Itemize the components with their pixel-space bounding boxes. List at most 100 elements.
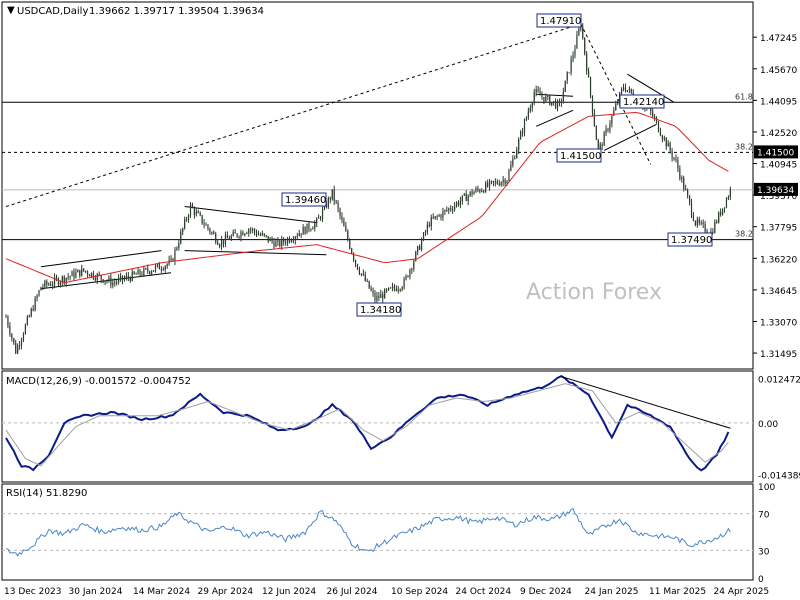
candle-body <box>191 204 194 208</box>
candle-body <box>145 268 147 270</box>
candle-body <box>172 258 174 261</box>
candle-body <box>490 180 493 182</box>
candle-body <box>413 260 415 269</box>
price-callout-label: 1.47910 <box>540 16 581 27</box>
candle-body <box>205 224 207 226</box>
candle-body <box>483 190 485 193</box>
price-axis-label: 1.33070 <box>760 318 797 328</box>
rsi-axis-label: 30 <box>758 547 770 557</box>
moving-average-layer <box>5 111 729 284</box>
candle-body <box>59 282 61 285</box>
candle-body <box>580 27 582 30</box>
candle-body <box>50 284 52 286</box>
candle-body <box>201 215 203 224</box>
macd-layer <box>2 375 753 472</box>
candle-body <box>527 111 529 118</box>
price-axis-label: 1.37795 <box>760 224 797 234</box>
candle-body <box>110 277 112 286</box>
candle-body <box>440 215 442 218</box>
candle-body <box>514 158 516 160</box>
time-axis-label: 13 Dec 2023 <box>4 587 62 597</box>
moving-average-line <box>5 111 729 284</box>
candle-body <box>611 115 613 125</box>
candle-body <box>123 278 126 280</box>
time-axis-label: 26 Jul 2024 <box>327 587 378 597</box>
candle-body <box>654 116 656 119</box>
price-axis-label: 1.31495 <box>760 350 797 360</box>
candle-body <box>195 211 197 215</box>
price-callout-box <box>556 148 602 163</box>
candle-body <box>209 228 211 233</box>
candle-body <box>257 234 260 236</box>
candle-body <box>304 226 306 234</box>
candle-body <box>329 197 331 200</box>
candle-body <box>240 232 242 238</box>
candle-body <box>587 71 590 78</box>
candle-body <box>354 259 357 265</box>
candle-body <box>302 226 304 235</box>
candle-body <box>549 95 551 105</box>
candle-body <box>135 273 137 275</box>
candle-body <box>57 278 60 285</box>
candle-body <box>419 246 421 250</box>
candle-body <box>465 193 467 201</box>
time-axis-label: 29 Apr 2024 <box>198 587 254 597</box>
candle-body <box>197 211 199 213</box>
candle-body <box>65 277 67 283</box>
candle-body <box>162 269 164 271</box>
candle-body <box>692 214 695 221</box>
candle-body <box>102 279 104 283</box>
candle-body <box>252 229 254 231</box>
candle-body <box>283 238 285 243</box>
candle-body <box>597 139 599 151</box>
candle-body <box>718 212 720 223</box>
candle-body <box>294 237 296 241</box>
candle-body <box>180 232 182 244</box>
candle-body <box>537 89 539 92</box>
wedge-lower-line <box>603 123 657 151</box>
candle-body <box>436 216 438 218</box>
time-axis-label: 24 Oct 2024 <box>456 587 512 597</box>
candle-body <box>265 235 267 237</box>
triangle-upper-line <box>184 206 317 224</box>
price-panel-frame <box>1 1 754 370</box>
rsi-line <box>5 508 731 557</box>
candle-body <box>688 195 691 203</box>
candle-body <box>36 295 38 299</box>
candle-body <box>712 231 714 233</box>
candle-body <box>114 282 116 284</box>
price-callout-label: 1.41500 <box>560 151 601 162</box>
candle-body <box>312 228 314 230</box>
candle-body <box>292 240 295 242</box>
candle-body <box>61 276 63 283</box>
candle-body <box>106 280 108 282</box>
candle-body <box>189 204 192 216</box>
candle-body <box>160 269 162 271</box>
candle-body <box>131 271 133 281</box>
axis-price-tag <box>754 182 798 196</box>
symbol-arrow-icon[interactable]: ▼ <box>7 5 15 16</box>
candle-body <box>288 238 291 242</box>
candle-body <box>53 277 56 285</box>
candle-body <box>116 282 118 284</box>
candle-body <box>558 100 561 103</box>
candle-body <box>667 143 669 147</box>
candle-body <box>319 217 322 219</box>
candle-body <box>44 281 46 287</box>
candle-body <box>156 263 159 266</box>
candle-body <box>720 212 722 215</box>
candle-body <box>432 217 434 219</box>
candle-body <box>137 269 139 275</box>
candle-body <box>665 137 667 147</box>
candle-body <box>582 27 584 38</box>
rsi-layer <box>2 508 753 557</box>
candle-body <box>267 235 269 242</box>
candle-body <box>681 177 683 179</box>
candle-body <box>378 295 380 298</box>
candle-body <box>593 113 596 127</box>
candle-body <box>63 276 65 283</box>
candle-body <box>277 240 279 242</box>
candle-body <box>215 233 217 243</box>
candle-body <box>220 240 223 247</box>
candle-body <box>704 223 706 232</box>
